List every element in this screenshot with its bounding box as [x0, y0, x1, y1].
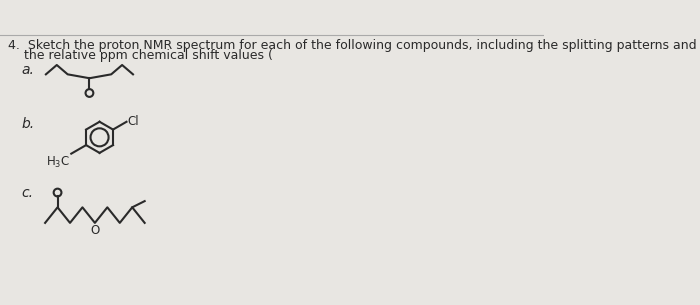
- Text: Cl: Cl: [127, 115, 139, 128]
- Text: O: O: [90, 224, 99, 237]
- Text: b.: b.: [22, 117, 35, 131]
- Text: the relative ppm chemical shift values (: the relative ppm chemical shift values (: [8, 49, 273, 62]
- Text: 4.  Sketch the proton NMR spectrum for each of the following compounds, includin: 4. Sketch the proton NMR spectrum for ea…: [8, 39, 696, 52]
- Text: a.: a.: [22, 63, 35, 77]
- Text: c.: c.: [22, 185, 34, 199]
- Text: H$_3$C: H$_3$C: [46, 154, 70, 170]
